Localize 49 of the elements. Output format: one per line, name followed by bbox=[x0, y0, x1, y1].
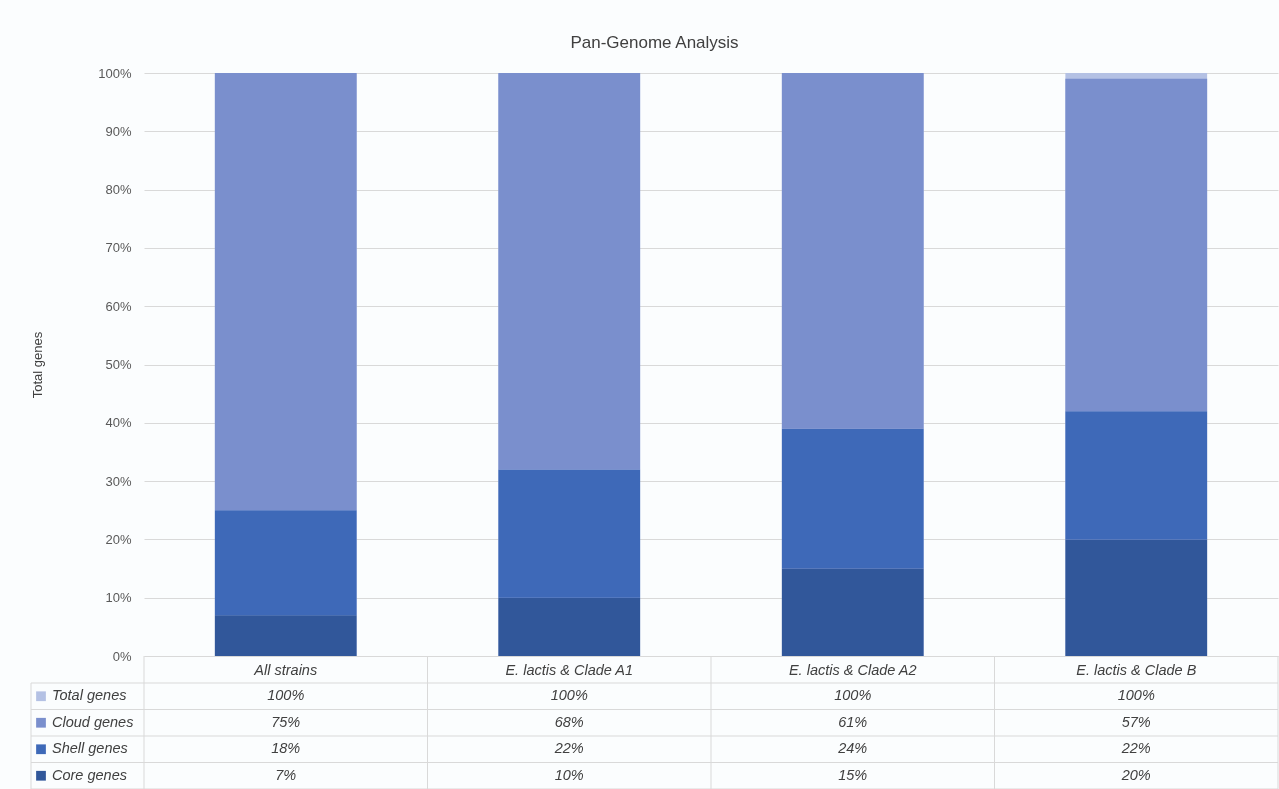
y-tick-label: 30% bbox=[105, 473, 132, 489]
data-label: 15% bbox=[838, 766, 868, 783]
data-label: 68% bbox=[554, 713, 584, 730]
data-label: 100% bbox=[1117, 687, 1155, 704]
y-tick-label: 80% bbox=[105, 182, 132, 198]
legend-label: Core genes bbox=[52, 766, 127, 783]
bar bbox=[214, 510, 357, 616]
y-tick-label: 50% bbox=[105, 357, 132, 372]
data-label: 61% bbox=[838, 713, 868, 730]
data-label: 75% bbox=[271, 713, 301, 730]
bar bbox=[214, 73, 357, 511]
bar bbox=[781, 568, 924, 656]
data-label: 100% bbox=[267, 687, 305, 704]
data-label: 7% bbox=[275, 766, 297, 783]
y-tick-label: 70% bbox=[105, 240, 132, 256]
x-tick-label: E. lactis & Clade B bbox=[1076, 661, 1197, 678]
data-label: 24% bbox=[837, 740, 868, 757]
bar bbox=[498, 597, 641, 656]
y-tick-label: 100% bbox=[98, 65, 132, 81]
bar bbox=[498, 469, 641, 598]
data-label: 22% bbox=[553, 740, 584, 757]
y-tick-label: 10% bbox=[105, 590, 132, 606]
y-tick-label: 60% bbox=[105, 298, 132, 314]
data-label: 20% bbox=[1120, 766, 1151, 783]
legend-label: Cloud genes bbox=[52, 713, 134, 730]
bar bbox=[214, 615, 357, 656]
legend-label: Total genes bbox=[52, 687, 127, 704]
y-tick-label: 0% bbox=[112, 648, 132, 664]
bar bbox=[1065, 539, 1208, 656]
legend-label: Shell genes bbox=[52, 740, 128, 757]
y-tick-label: 90% bbox=[105, 123, 132, 139]
bar bbox=[781, 73, 924, 429]
data-label: 22% bbox=[1120, 740, 1151, 757]
x-tick-label: E. lactis & Clade A1 bbox=[505, 661, 634, 678]
data-label: 100% bbox=[834, 687, 872, 704]
y-tick-label: 40% bbox=[105, 415, 132, 431]
x-tick-label: All strains bbox=[253, 661, 318, 678]
y-tick-label: 20% bbox=[105, 531, 132, 547]
bar bbox=[781, 428, 924, 569]
bar bbox=[1065, 78, 1208, 412]
chart-title: Pan-Genome Analysis bbox=[570, 33, 739, 52]
data-label: 57% bbox=[1121, 713, 1151, 730]
y-axis-title: Total genes bbox=[29, 331, 45, 399]
data-label: 18% bbox=[271, 740, 301, 757]
bar bbox=[1065, 411, 1208, 540]
bar bbox=[498, 73, 641, 470]
data-label: 10% bbox=[554, 766, 584, 783]
data-label: 100% bbox=[550, 687, 588, 704]
x-tick-label: E. lactis & Clade A2 bbox=[788, 661, 917, 678]
